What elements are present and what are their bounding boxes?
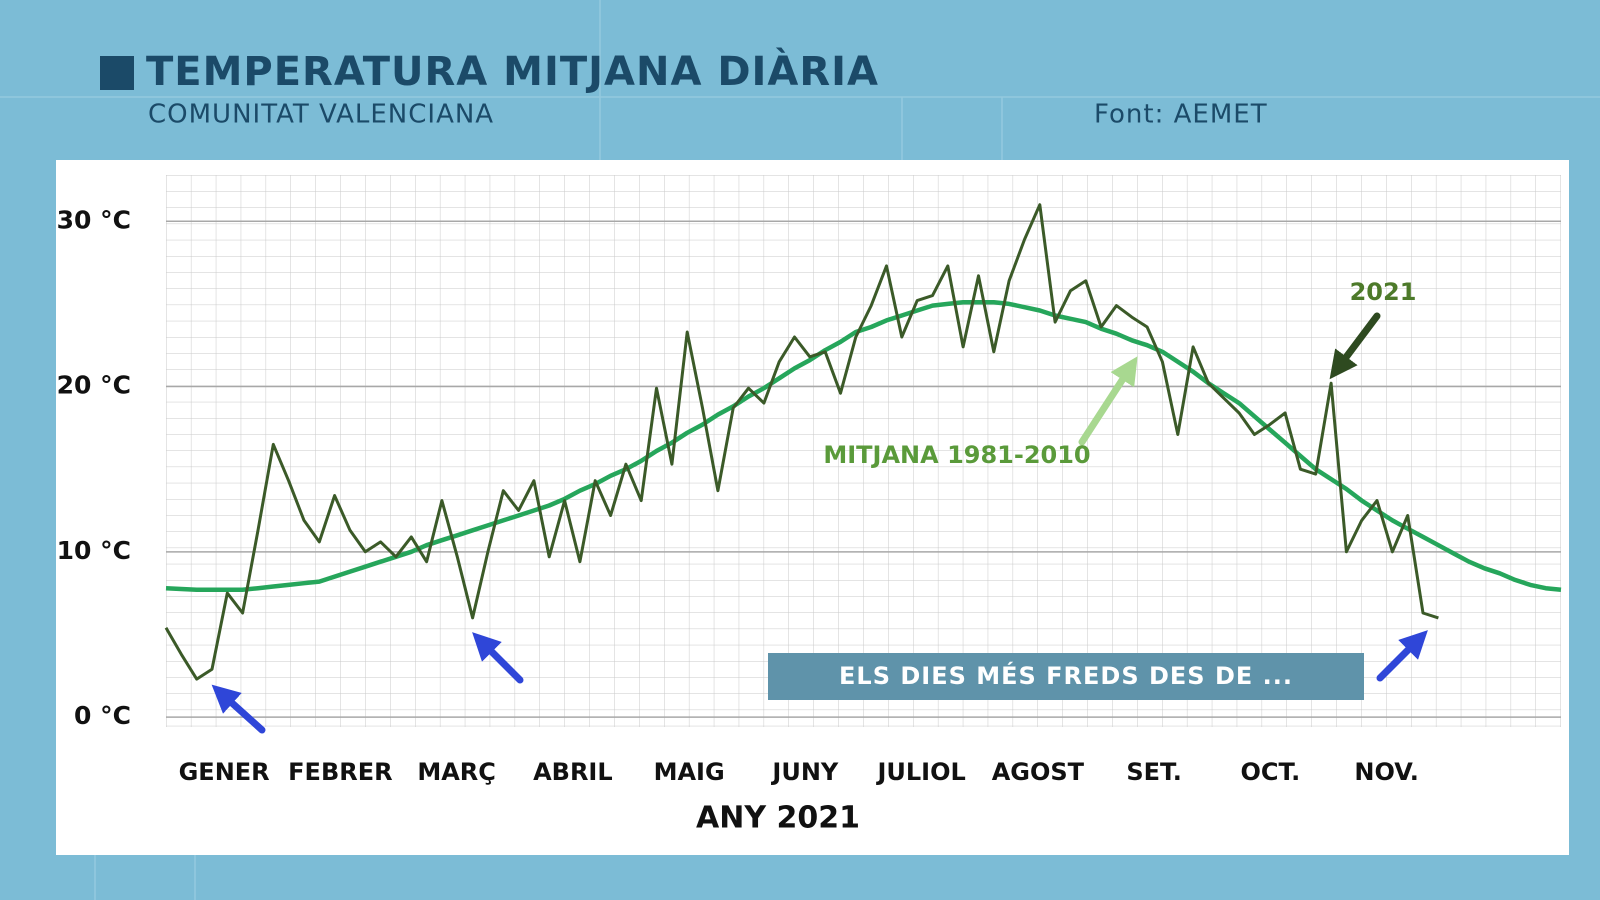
arrow [1329, 312, 1381, 380]
y-tick-label: 20 °C [57, 371, 131, 400]
x-tick-label: GENER [179, 758, 270, 786]
series-line [165, 300, 1562, 593]
arrows [211, 312, 1428, 734]
banner-text: ELS DIES MÉS FREDS DES DE ... [839, 661, 1293, 690]
x-tick-label: MARÇ [417, 758, 496, 786]
y-tick-label: 30 °C [57, 205, 131, 234]
plot: 0 °C 10 °C 20 °C 30 °C GENER FEBRER MARÇ ABRIL M… [57, 203, 1562, 786]
chart-title: TEMPERATURA MITJANA DIÀRIA [146, 47, 879, 95]
banner [768, 653, 1364, 700]
x-tick-label: ABRIL [533, 758, 613, 786]
x-tick-label: JUNY [770, 758, 839, 786]
series-label: MITJANA 1981-2010 [823, 441, 1090, 469]
subtitle: COMUNITAT VALENCIANA [148, 100, 494, 130]
x-tick-label: NOV. [1354, 758, 1418, 786]
minor-grid [166, 175, 1561, 727]
x-tick-label: MAIG [654, 758, 725, 786]
title-square [100, 56, 134, 90]
y-tick-label: 10 °C [57, 536, 131, 565]
x-tick-label: FEBRER [288, 758, 392, 786]
arrow [1078, 356, 1138, 446]
arrow [1376, 630, 1428, 682]
series-line [164, 203, 1439, 681]
y-tick-label: 0 °C [74, 701, 131, 730]
arrow [211, 684, 266, 734]
x-tick-label: OCT. [1240, 758, 1300, 786]
x-axis-label: ANY 2021 [696, 801, 860, 836]
series-label: 2021 [1350, 278, 1417, 306]
source: Font: AEMET [1094, 100, 1268, 130]
x-tick-label: AGOST [992, 758, 1085, 786]
arrow [472, 632, 524, 684]
x-tick-label: JULIOL [875, 758, 965, 786]
x-tick-label: SET. [1126, 758, 1182, 786]
